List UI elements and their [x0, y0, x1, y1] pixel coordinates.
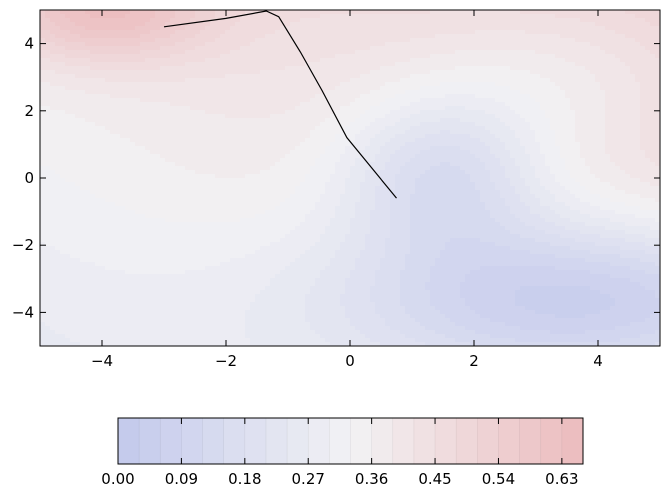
colorbar-band	[477, 418, 499, 464]
colorbar-tick-label: 0.54	[482, 470, 515, 488]
colorbar-band	[456, 418, 478, 464]
colorbar-band	[118, 418, 140, 464]
colorbar-tick-label: 0.00	[101, 470, 134, 488]
y-tick-label: 0	[24, 169, 34, 187]
colorbar-frame	[117, 417, 584, 465]
colorbar-tick-label: 0.45	[418, 470, 451, 488]
colorbar-tick-label: 0.09	[165, 470, 198, 488]
y-tick-label: 4	[24, 35, 34, 53]
y-tick-label: 2	[24, 102, 34, 120]
y-axis: 4 2 0 −2 −4	[12, 35, 660, 321]
colorbar-band	[223, 418, 246, 464]
colorbar-band	[392, 418, 415, 464]
colorbar-band	[413, 418, 436, 464]
colorbar-band	[181, 418, 203, 464]
colorbar-band	[435, 418, 457, 464]
trajectory-line	[163, 10, 397, 199]
colorbar-band	[519, 418, 542, 464]
y-tick-label: −2	[12, 236, 34, 254]
colorbar-band	[160, 418, 182, 464]
x-tick-label: 0	[345, 352, 355, 370]
colorbar-band	[287, 418, 309, 464]
x-tick-label: 2	[469, 352, 479, 370]
colorbar-band	[329, 418, 351, 464]
x-tick-label: −2	[215, 352, 237, 370]
colorbar-band	[540, 418, 563, 464]
colorbar-band	[498, 418, 520, 464]
colorbar-band	[265, 418, 288, 464]
colorbar-tick-label: 0.27	[292, 470, 325, 488]
colorbar-tick-label: 0.36	[355, 470, 388, 488]
colorbar-tick-label: 0.18	[228, 470, 261, 488]
x-tick-label: 4	[593, 352, 603, 370]
contour-fill	[40, 10, 660, 346]
colorbar: 0.00 0.09 0.18 0.27 0.36 0.45 0.54 0.63	[101, 417, 584, 488]
trajectory-path	[163, 10, 397, 199]
y-tick-label: −4	[12, 303, 34, 321]
colorbar-band	[139, 418, 161, 464]
colorbar-band	[371, 418, 394, 464]
colorbar-tick-label: 0.63	[545, 470, 578, 488]
x-tick-label: −4	[91, 352, 113, 370]
colorbar-band	[350, 418, 373, 464]
colorbar-band	[561, 418, 584, 464]
colorbar-band	[308, 418, 330, 464]
colorbar-band	[244, 418, 267, 464]
x-axis: −4 −2 0 2 4	[91, 10, 603, 370]
colorbar-band	[202, 418, 225, 464]
